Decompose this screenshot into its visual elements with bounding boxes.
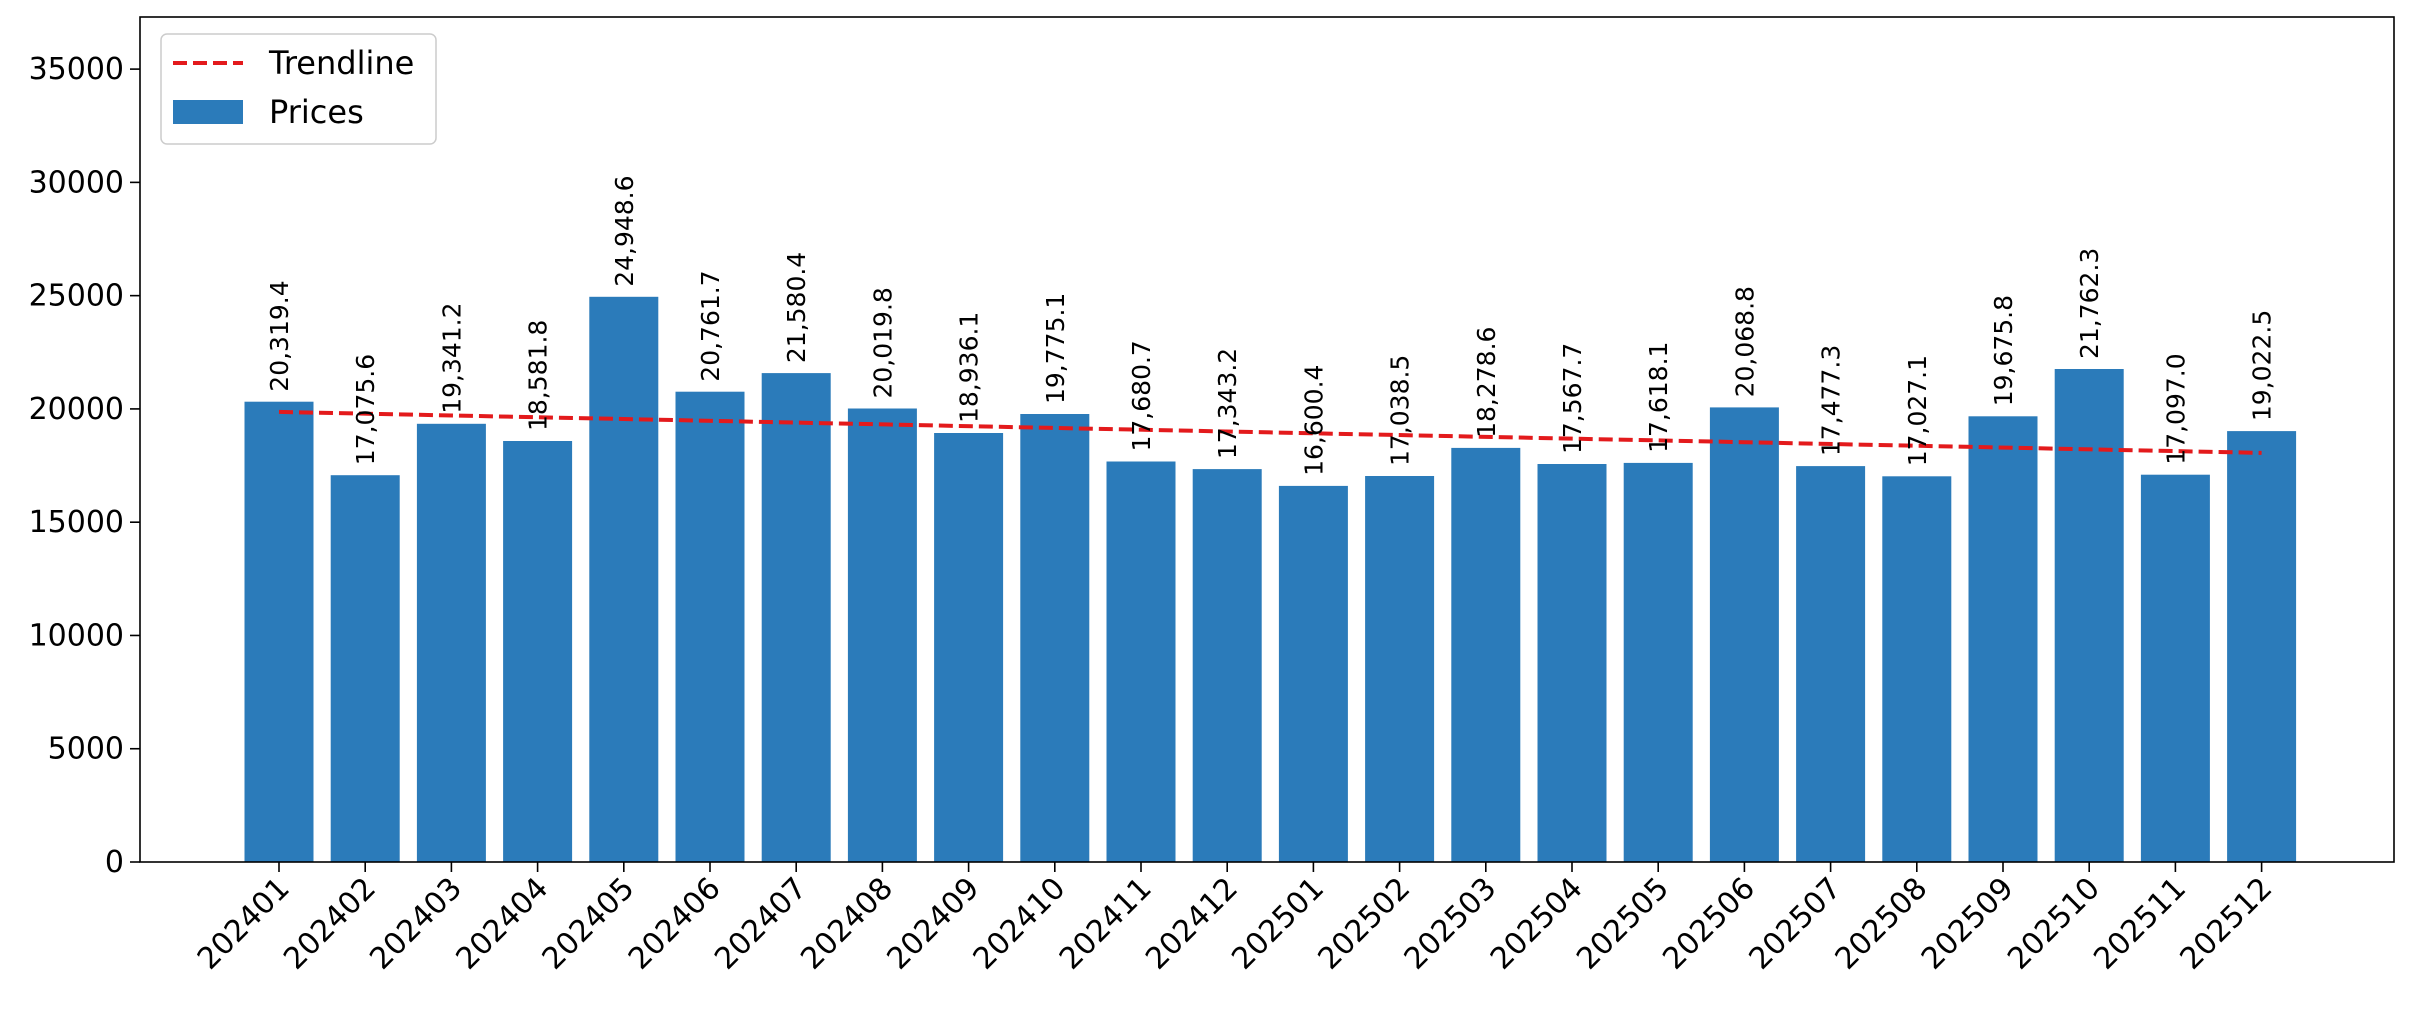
bar-value-label-202511: 17,097.0 [2161, 353, 2190, 464]
y-tick-label-10000: 10000 [29, 618, 124, 653]
x-tick-label-202509: 202509 [1915, 871, 2021, 977]
bar-value-label-202403: 19,341.2 [437, 302, 466, 413]
bar-value-label-202501: 16,600.4 [1299, 365, 1328, 476]
x-tick-label-202508: 202508 [1829, 871, 1935, 977]
bar-value-label-202506: 20,068.8 [1730, 286, 1759, 397]
bar-202503 [1451, 447, 1521, 862]
x-tick-label-202505: 202505 [1570, 871, 1676, 977]
legend: Trendline Prices [160, 33, 437, 145]
bar-202505 [1623, 462, 1693, 862]
bar-value-label-202509: 19,675.8 [1989, 295, 2018, 406]
x-tick-label-202503: 202503 [1398, 871, 1504, 977]
bar-202508 [1882, 476, 1952, 862]
x-tick-label-202408: 202408 [794, 871, 900, 977]
legend-prices-swatch [173, 100, 243, 124]
bar-value-label-202504: 17,567.7 [1558, 343, 1587, 454]
bar-202507 [1796, 466, 1866, 862]
bar-202410 [1020, 414, 1090, 862]
x-tick-label-202412: 202412 [1139, 871, 1245, 977]
bar-value-label-202510: 21,762.3 [2075, 248, 2104, 359]
bar-value-label-202505: 17,618.1 [1644, 342, 1673, 453]
y-tick-label-0: 0 [105, 845, 124, 880]
x-tick-label-202502: 202502 [1312, 871, 1418, 977]
bar-202406 [675, 391, 745, 862]
bar-202509 [1968, 416, 2038, 862]
bar-202511 [2140, 474, 2210, 862]
bar-202501 [1278, 485, 1348, 862]
bar-labels-layer: 20,319.4 17,075.6 19,341.2 18,581.8 24,948.6… [265, 175, 2277, 475]
bar-202401 [244, 401, 314, 862]
bar-value-label-202407: 21,580.4 [782, 252, 811, 363]
bar-value-label-202406: 20,761.7 [696, 270, 725, 381]
legend-label-prices: Prices [269, 93, 364, 131]
x-tick-label-202404: 202404 [450, 871, 556, 977]
x-tick-label-202511: 202511 [2087, 871, 2193, 977]
x-tick-label-202405: 202405 [536, 871, 642, 977]
bars-layer [244, 296, 2297, 862]
y-tick-label-20000: 20000 [29, 392, 124, 427]
bar-202405 [589, 296, 659, 862]
x-tick-label-202506: 202506 [1656, 871, 1762, 977]
bar-202411 [1106, 461, 1176, 862]
bar-value-label-202507: 17,477.3 [1817, 345, 1846, 456]
y-tick-label-25000: 25000 [29, 279, 124, 314]
bar-value-label-202409: 18,936.1 [955, 312, 984, 423]
x-tick-label-202507: 202507 [1743, 871, 1849, 977]
y-tick-label-30000: 30000 [29, 165, 124, 200]
bar-value-label-202503: 18,278.6 [1472, 327, 1501, 438]
bar-value-label-202404: 18,581.8 [524, 320, 553, 431]
x-tick-label-202406: 202406 [622, 871, 728, 977]
bar-202407 [761, 373, 831, 862]
y-axis: 0 5000 10000 15000 20000 25000 30000 35000 [29, 52, 140, 880]
x-tick-label-202411: 202411 [1053, 871, 1159, 977]
bar-value-label-202508: 17,027.1 [1903, 355, 1932, 466]
plot-frame [139, 16, 2395, 863]
bar-202506 [1709, 407, 1779, 862]
bar-value-label-202512: 19,022.5 [2248, 310, 2277, 421]
bar-value-label-202405: 24,948.6 [610, 175, 639, 286]
trendline [278, 409, 2262, 455]
x-tick-label-202409: 202409 [881, 871, 987, 977]
bar-202412 [1192, 469, 1262, 862]
bar-202404 [503, 441, 573, 862]
x-tick-label-202410: 202410 [967, 871, 1073, 977]
x-tick-label-202402: 202402 [277, 871, 383, 977]
y-tick-label-5000: 5000 [48, 732, 124, 767]
x-tick-label-202512: 202512 [2174, 871, 2280, 977]
bar-202408 [847, 408, 917, 862]
bar-202512 [2227, 431, 2297, 862]
x-tick-label-202403: 202403 [363, 871, 469, 977]
legend-label-trendline: Trendline [268, 44, 414, 82]
bar-value-label-202401: 20,319.4 [265, 280, 294, 391]
x-tick-label-202510: 202510 [2001, 871, 2107, 977]
x-axis: 2024012024022024032024042024052024062024… [191, 862, 2279, 977]
bar-202502 [1365, 476, 1435, 862]
bar-202403 [416, 423, 486, 862]
bar-202510 [2054, 369, 2124, 862]
bar-value-label-202502: 17,038.5 [1386, 355, 1415, 466]
x-tick-label-202501: 202501 [1225, 871, 1331, 977]
y-tick-label-35000: 35000 [29, 52, 124, 87]
x-tick-label-202407: 202407 [708, 871, 814, 977]
bar-202409 [934, 433, 1004, 862]
x-tick-label-202401: 202401 [191, 871, 297, 977]
y-tick-label-15000: 15000 [29, 505, 124, 540]
bar-202402 [330, 475, 400, 862]
bar-value-label-202410: 19,775.1 [1041, 293, 1070, 404]
bar-value-label-202411: 17,680.7 [1127, 340, 1156, 451]
bar-value-label-202412: 17,343.2 [1213, 348, 1242, 459]
bar-202504 [1537, 464, 1607, 862]
bar-value-label-202408: 20,019.8 [868, 287, 897, 398]
x-tick-label-202504: 202504 [1484, 871, 1590, 977]
trendline-layer [278, 409, 2262, 455]
bar-value-label-202402: 17,075.6 [351, 354, 380, 465]
